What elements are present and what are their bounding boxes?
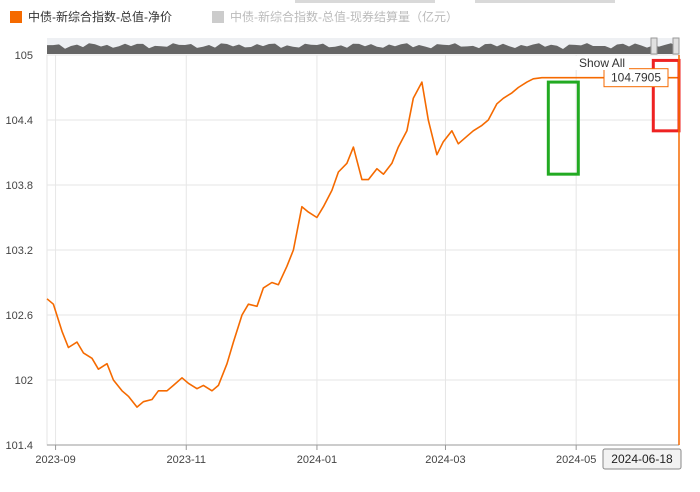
- x-tick-label: 2024-01: [297, 454, 337, 466]
- value-tooltip-label: 104.7905: [611, 71, 661, 85]
- legend-label: 中债-新综合指数-总值-现券结算量（亿元）: [230, 10, 458, 24]
- tab-indicator[interactable]: [475, 0, 615, 3]
- navigator-volume-area: [47, 43, 679, 54]
- y-tick-label: 103.2: [5, 245, 33, 257]
- navigator-left-handle[interactable]: [650, 37, 658, 55]
- series-group: [46, 76, 679, 408]
- x-tick-label: 2023-11: [166, 454, 206, 466]
- legend-item-volume[interactable]: 中债-新综合指数-总值-现券结算量（亿元）: [212, 8, 458, 25]
- legend-swatch-icon: [212, 10, 224, 23]
- value-tooltip-box: [603, 68, 669, 88]
- legend-swatch-icon: [10, 10, 22, 23]
- y-tick-label: 103.8: [5, 180, 33, 192]
- navigator[interactable]: [47, 37, 680, 55]
- top-tabs: [295, 0, 615, 3]
- legend-item-price[interactable]: 中债-新综合指数-总值-净价: [10, 8, 172, 25]
- y-tick-label: 102: [15, 375, 33, 387]
- y-axis: 105 104.4 103.8 103.2 102.6 102 101.4: [5, 50, 33, 452]
- y-tick-label: 102.6: [5, 310, 33, 322]
- legend: 中债-新综合指数-总值-净价 中债-新综合指数-总值-现券结算量（亿元）: [10, 8, 458, 25]
- x-tick-label: 2024-03: [425, 454, 465, 466]
- show-all-button[interactable]: Show All: [575, 56, 630, 70]
- tab-indicator[interactable]: [295, 0, 435, 3]
- tooltips: 104.7905 2024-06-18: [602, 55, 682, 470]
- series-line-price[interactable]: [46, 76, 679, 408]
- x-tick-label: 2024-05: [556, 454, 596, 466]
- date-tooltip-box: [602, 448, 682, 470]
- date-tooltip-label: 2024-06-18: [611, 452, 673, 466]
- grid: [46, 54, 680, 446]
- y-tick-label: 104.4: [5, 115, 33, 127]
- legend-label: 中债-新综合指数-总值-净价: [28, 10, 172, 24]
- highlight-box: [546, 80, 580, 176]
- y-tick-label: 101.4: [5, 440, 33, 452]
- x-axis: 2023-09 2023-11 2024-01 2024-03 2024-05: [35, 444, 679, 466]
- y-tick-label: 105: [15, 50, 33, 62]
- navigator-right-handle[interactable]: [672, 37, 680, 55]
- x-tick-label: 2023-09: [35, 454, 75, 466]
